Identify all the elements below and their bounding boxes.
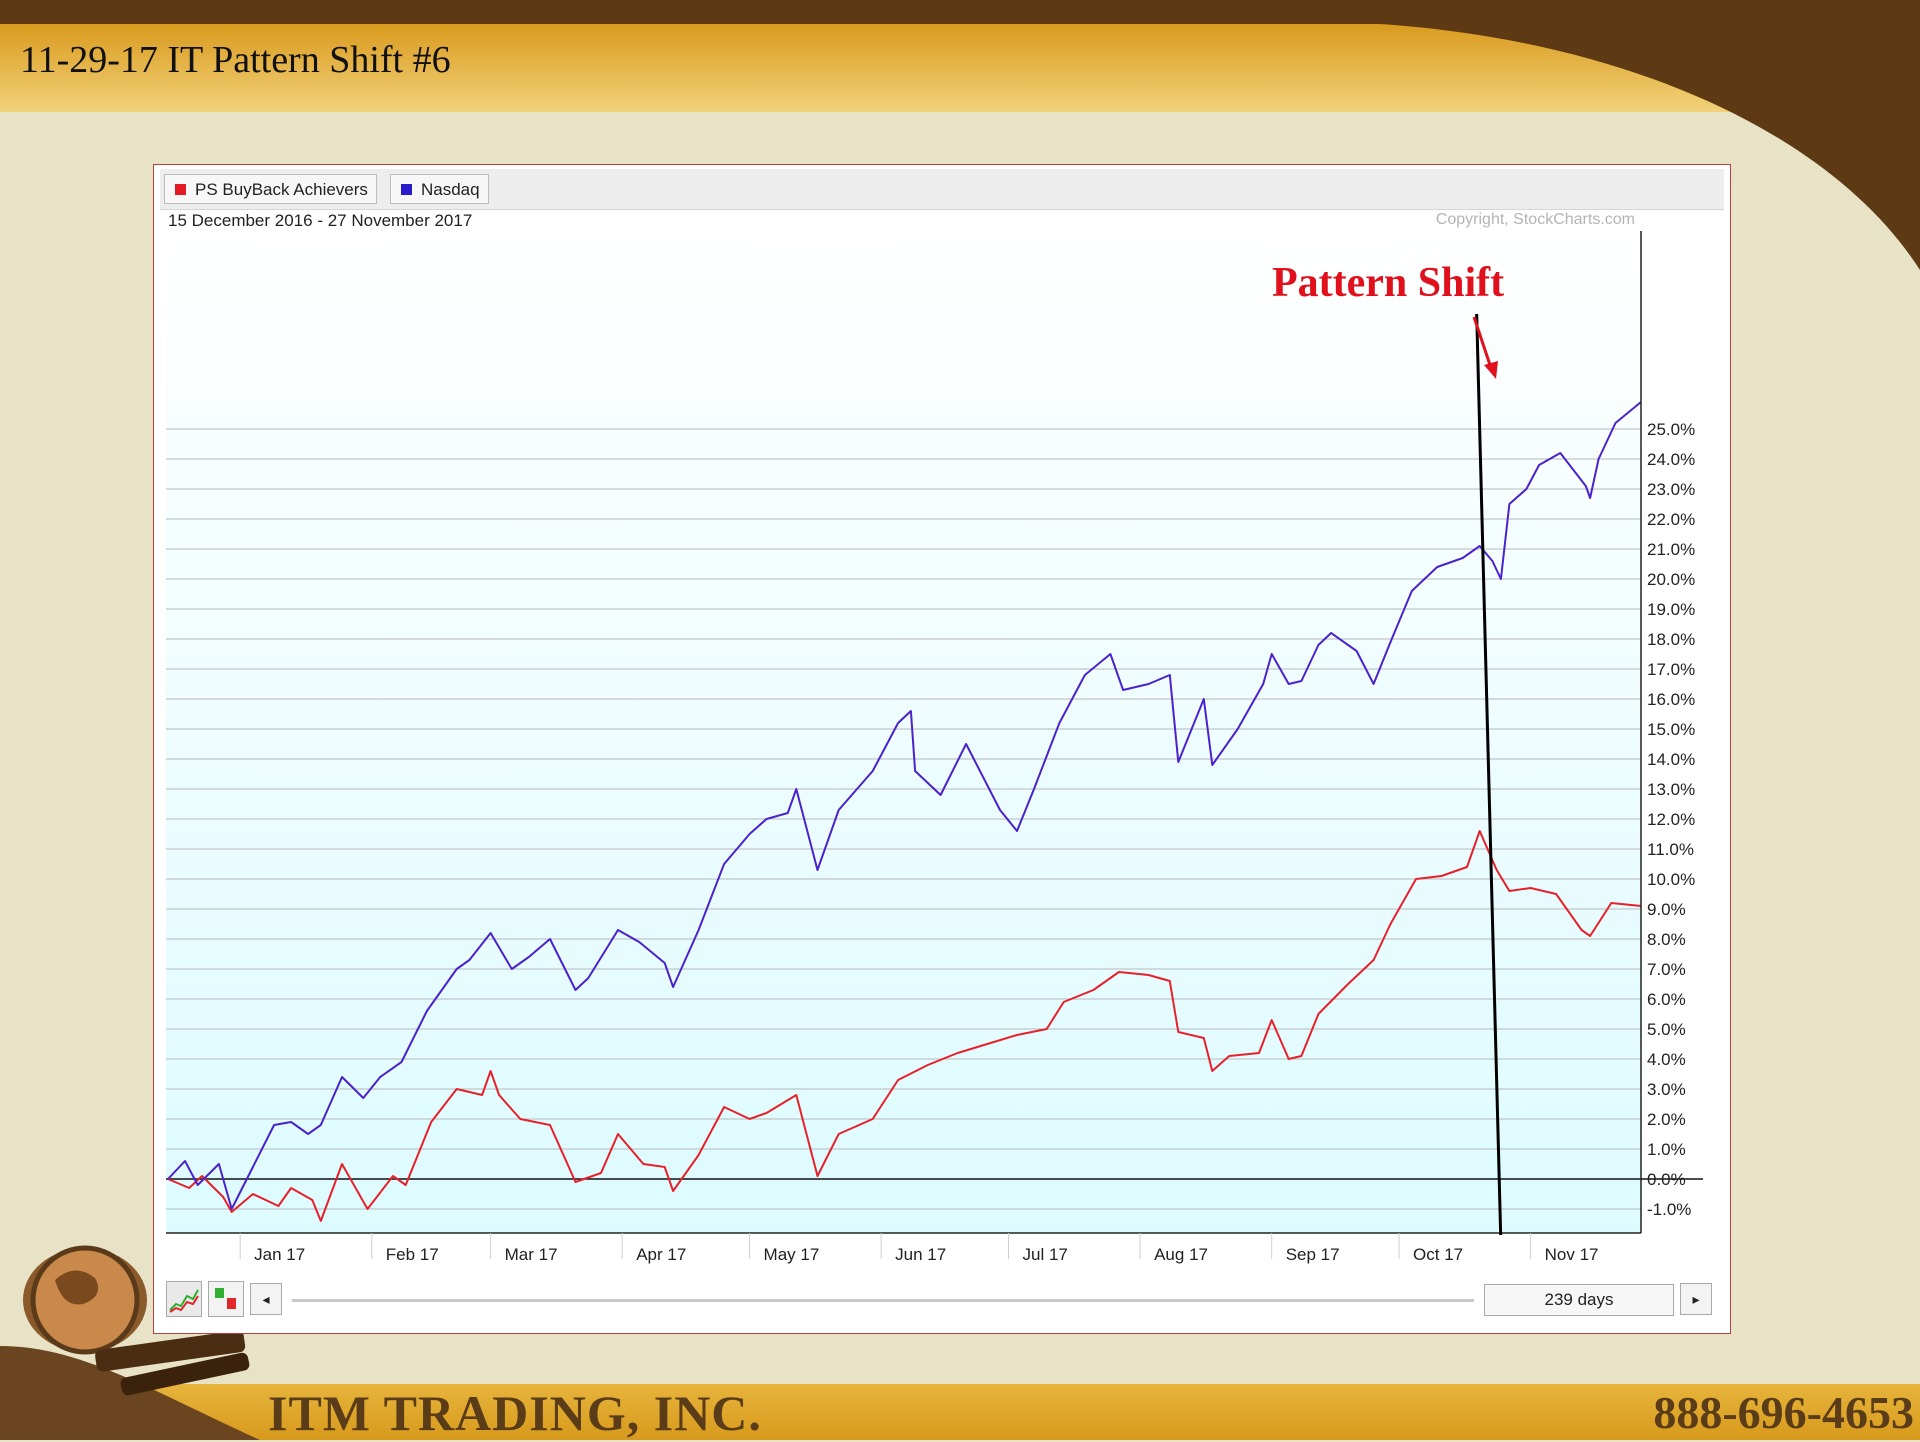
y-tick-label: 15.0% (1647, 720, 1695, 739)
date-range: 15 December 2016 - 27 November 2017 (168, 211, 473, 230)
y-tick-label: 17.0% (1647, 660, 1695, 679)
y-tick-label: 25.0% (1647, 420, 1695, 439)
y-tick-label: 12.0% (1647, 810, 1695, 829)
left-arrow-icon: ◂ (262, 1291, 270, 1307)
candlestick-button[interactable] (208, 1281, 244, 1317)
y-tick-label: 9.0% (1647, 900, 1686, 919)
range-handle[interactable]: 239 days (1484, 1284, 1674, 1316)
y-tick-label: 13.0% (1647, 780, 1695, 799)
range-label: 239 days (1544, 1290, 1614, 1309)
annotation-arrow-head (1484, 361, 1498, 379)
x-tick-label: Oct 17 (1413, 1245, 1463, 1264)
annotation-arrow-shaft (1472, 316, 1494, 372)
y-tick-label: 16.0% (1647, 690, 1695, 709)
legend-label-nasdaq: Nasdaq (421, 180, 480, 199)
x-tick-label: Jan 17 (254, 1245, 305, 1264)
y-tick-label: 11.0% (1647, 840, 1694, 859)
date-slider-track[interactable] (292, 1299, 1474, 1302)
y-tick-label: 14.0% (1647, 750, 1695, 769)
x-tick-label: Jul 17 (1023, 1245, 1068, 1264)
legend-bar: PS BuyBack Achievers Nasdaq (160, 169, 1724, 210)
chart-plot: 25.0% 24.0% 23.0% 22.0% 21.0% 20.0% 19.0% 18.0%… (166, 231, 1703, 1264)
y-tick-label: 6.0% (1647, 990, 1686, 1009)
phone-number: 888-696-4653 (1653, 1387, 1914, 1438)
x-tick-label: Aug 17 (1154, 1245, 1208, 1264)
navigation-bar: ◂ 239 days ▸ (160, 1277, 1724, 1327)
x-tick-label: Feb 17 (386, 1245, 439, 1264)
x-tick-label: Jun 17 (895, 1245, 946, 1264)
y-tick-label: 1.0% (1647, 1140, 1686, 1159)
copyright-text: Copyright, StockCharts.com (1435, 211, 1635, 228)
legend-item-nasdaq[interactable]: Nasdaq (390, 174, 489, 204)
legend-item-buyback[interactable]: PS BuyBack Achievers (164, 174, 377, 204)
y-tick-label: 10.0% (1647, 870, 1695, 889)
y-tick-label: 21.0% (1647, 540, 1695, 559)
slide-title: 11-29-17 IT Pattern Shift #6 (20, 39, 451, 81)
plot-area (166, 231, 1641, 1233)
line-chart-button[interactable] (166, 1281, 202, 1317)
right-arrow-icon: ▸ (1692, 1291, 1700, 1307)
chart-panel: PS BuyBack Achievers Nasdaq 15 December … (153, 164, 1731, 1334)
legend-label-buyback: PS BuyBack Achievers (195, 180, 368, 199)
series-line-ps-buyback-achievers (167, 830, 1642, 1222)
y-tick-label: 18.0% (1647, 630, 1695, 649)
y-tick-label: -1.0% (1647, 1200, 1691, 1219)
x-tick-label: Apr 17 (636, 1245, 686, 1264)
y-tick-label: 0.0% (1647, 1170, 1686, 1189)
y-tick-label: 24.0% (1647, 450, 1695, 469)
line-chart-icon (169, 1289, 199, 1313)
scroll-left-button[interactable]: ◂ (250, 1283, 282, 1315)
annotation-label: Pattern Shift (1272, 260, 1504, 306)
x-tick-label: May 17 (764, 1245, 820, 1264)
company-name: ITM TRADING, INC. (268, 1385, 762, 1441)
x-tick-label: Mar 17 (505, 1245, 558, 1264)
y-tick-label: 7.0% (1647, 960, 1686, 979)
series-line-nasdaq (167, 401, 1642, 1210)
y-tick-label: 2.0% (1647, 1110, 1686, 1129)
legend-swatch-buyback (175, 184, 186, 195)
x-tick-label: Nov 17 (1545, 1245, 1599, 1264)
pattern-shift-line (1475, 313, 1503, 1236)
legend-swatch-nasdaq (401, 184, 412, 195)
y-tick-label: 3.0% (1647, 1080, 1686, 1099)
y-tick-label: 20.0% (1647, 570, 1695, 589)
globe-logo-icon (23, 1245, 250, 1396)
y-tick-label: 4.0% (1647, 1050, 1686, 1069)
y-tick-label: 19.0% (1647, 600, 1695, 619)
x-tick-label: Sep 17 (1286, 1245, 1340, 1264)
y-tick-label: 22.0% (1647, 510, 1695, 529)
scroll-right-button[interactable]: ▸ (1680, 1283, 1712, 1315)
y-tick-label: 5.0% (1647, 1020, 1686, 1039)
candlestick-icon (215, 1288, 236, 1309)
y-tick-label: 8.0% (1647, 930, 1686, 949)
y-tick-label: 23.0% (1647, 480, 1695, 499)
